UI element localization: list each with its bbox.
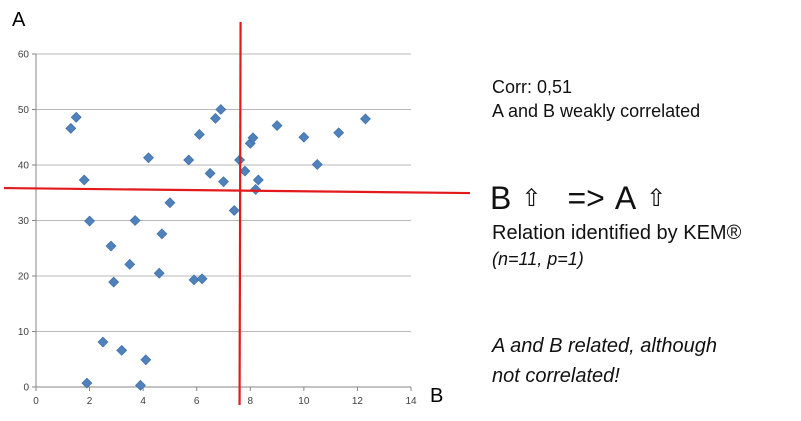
x-axis-label: B bbox=[430, 385, 443, 407]
data-point bbox=[228, 205, 240, 216]
x-tick-label: 10 bbox=[298, 396, 310, 407]
data-point bbox=[153, 267, 165, 279]
y-tick-label: 0 bbox=[23, 383, 29, 394]
data-point bbox=[97, 336, 109, 348]
data-point bbox=[124, 258, 136, 270]
conclusion-line-2: not correlated! bbox=[492, 365, 620, 387]
data-point bbox=[183, 154, 195, 166]
y-tick-label: 30 bbox=[18, 216, 30, 227]
y-tick-label: 10 bbox=[18, 327, 30, 338]
data-point bbox=[193, 129, 205, 140]
up-arrow-icon: ⇧ bbox=[646, 185, 667, 212]
data-point bbox=[311, 159, 323, 170]
reference-lines bbox=[3, 21, 470, 406]
y-tick-label: 20 bbox=[18, 272, 30, 283]
data-point bbox=[78, 174, 90, 186]
data-point bbox=[105, 240, 117, 252]
data-point bbox=[65, 122, 77, 134]
x-tick-labels: 0 2 4 6 8 10 12 14 bbox=[33, 387, 417, 407]
data-point bbox=[271, 120, 283, 132]
x-tick-label: 2 bbox=[87, 396, 93, 407]
data-point bbox=[250, 183, 262, 195]
data-point bbox=[239, 165, 251, 177]
x-tick-label: 0 bbox=[33, 396, 39, 407]
relation-b: B bbox=[490, 180, 512, 216]
data-point bbox=[135, 379, 146, 391]
conclusion-line-1: A and B related, although bbox=[492, 335, 717, 357]
data-point bbox=[196, 273, 208, 285]
correlation-value: Corr: 0,51 bbox=[492, 77, 573, 97]
x-tick-label: 4 bbox=[140, 396, 146, 407]
vertical-reference-line bbox=[238, 21, 242, 406]
data-point bbox=[140, 354, 152, 366]
data-point bbox=[81, 377, 93, 389]
data-point bbox=[210, 112, 221, 124]
x-tick-label: 14 bbox=[405, 396, 417, 407]
y-tick-label: 50 bbox=[18, 105, 30, 116]
x-tick-label: 12 bbox=[352, 396, 364, 407]
data-point bbox=[70, 111, 82, 123]
data-point bbox=[360, 113, 371, 125]
y-tick-labels: 0 10 20 30 40 50 60 bbox=[18, 50, 36, 394]
x-tick-label: 6 bbox=[194, 396, 200, 407]
data-point bbox=[108, 276, 120, 288]
data-point bbox=[116, 344, 128, 356]
data-point bbox=[333, 127, 345, 139]
data-point bbox=[164, 197, 176, 209]
data-point bbox=[156, 228, 168, 240]
relation-statement: B ⇧ => A ⇧ bbox=[490, 178, 666, 222]
horizontal-reference-line bbox=[3, 186, 470, 195]
x-tick-label: 8 bbox=[248, 396, 254, 407]
data-point bbox=[298, 131, 310, 143]
relation-parameters: (n=11, p=1) bbox=[492, 249, 584, 269]
data-point bbox=[204, 167, 216, 179]
y-tick-label: 40 bbox=[18, 161, 30, 172]
correlation-description: A and B weakly correlated bbox=[492, 101, 701, 121]
data-point bbox=[84, 215, 95, 227]
up-arrow-icon: ⇧ bbox=[521, 185, 542, 212]
relation-a: A bbox=[614, 180, 637, 216]
data-point bbox=[252, 174, 264, 186]
data-point bbox=[215, 104, 227, 115]
data-point bbox=[143, 152, 154, 164]
y-tick-label: 60 bbox=[18, 50, 30, 61]
data-point bbox=[247, 132, 259, 144]
y-axis-label: A bbox=[12, 9, 26, 31]
data-point bbox=[218, 176, 229, 188]
data-points bbox=[65, 104, 371, 391]
relation-implies: => bbox=[567, 180, 605, 216]
relation-identified: Relation identified by KEM® bbox=[492, 222, 742, 244]
data-point bbox=[129, 215, 141, 226]
scatter-chart: 0 10 20 30 40 50 60 0 2 4 6 8 10 12 14 A B bbox=[3, 9, 470, 407]
